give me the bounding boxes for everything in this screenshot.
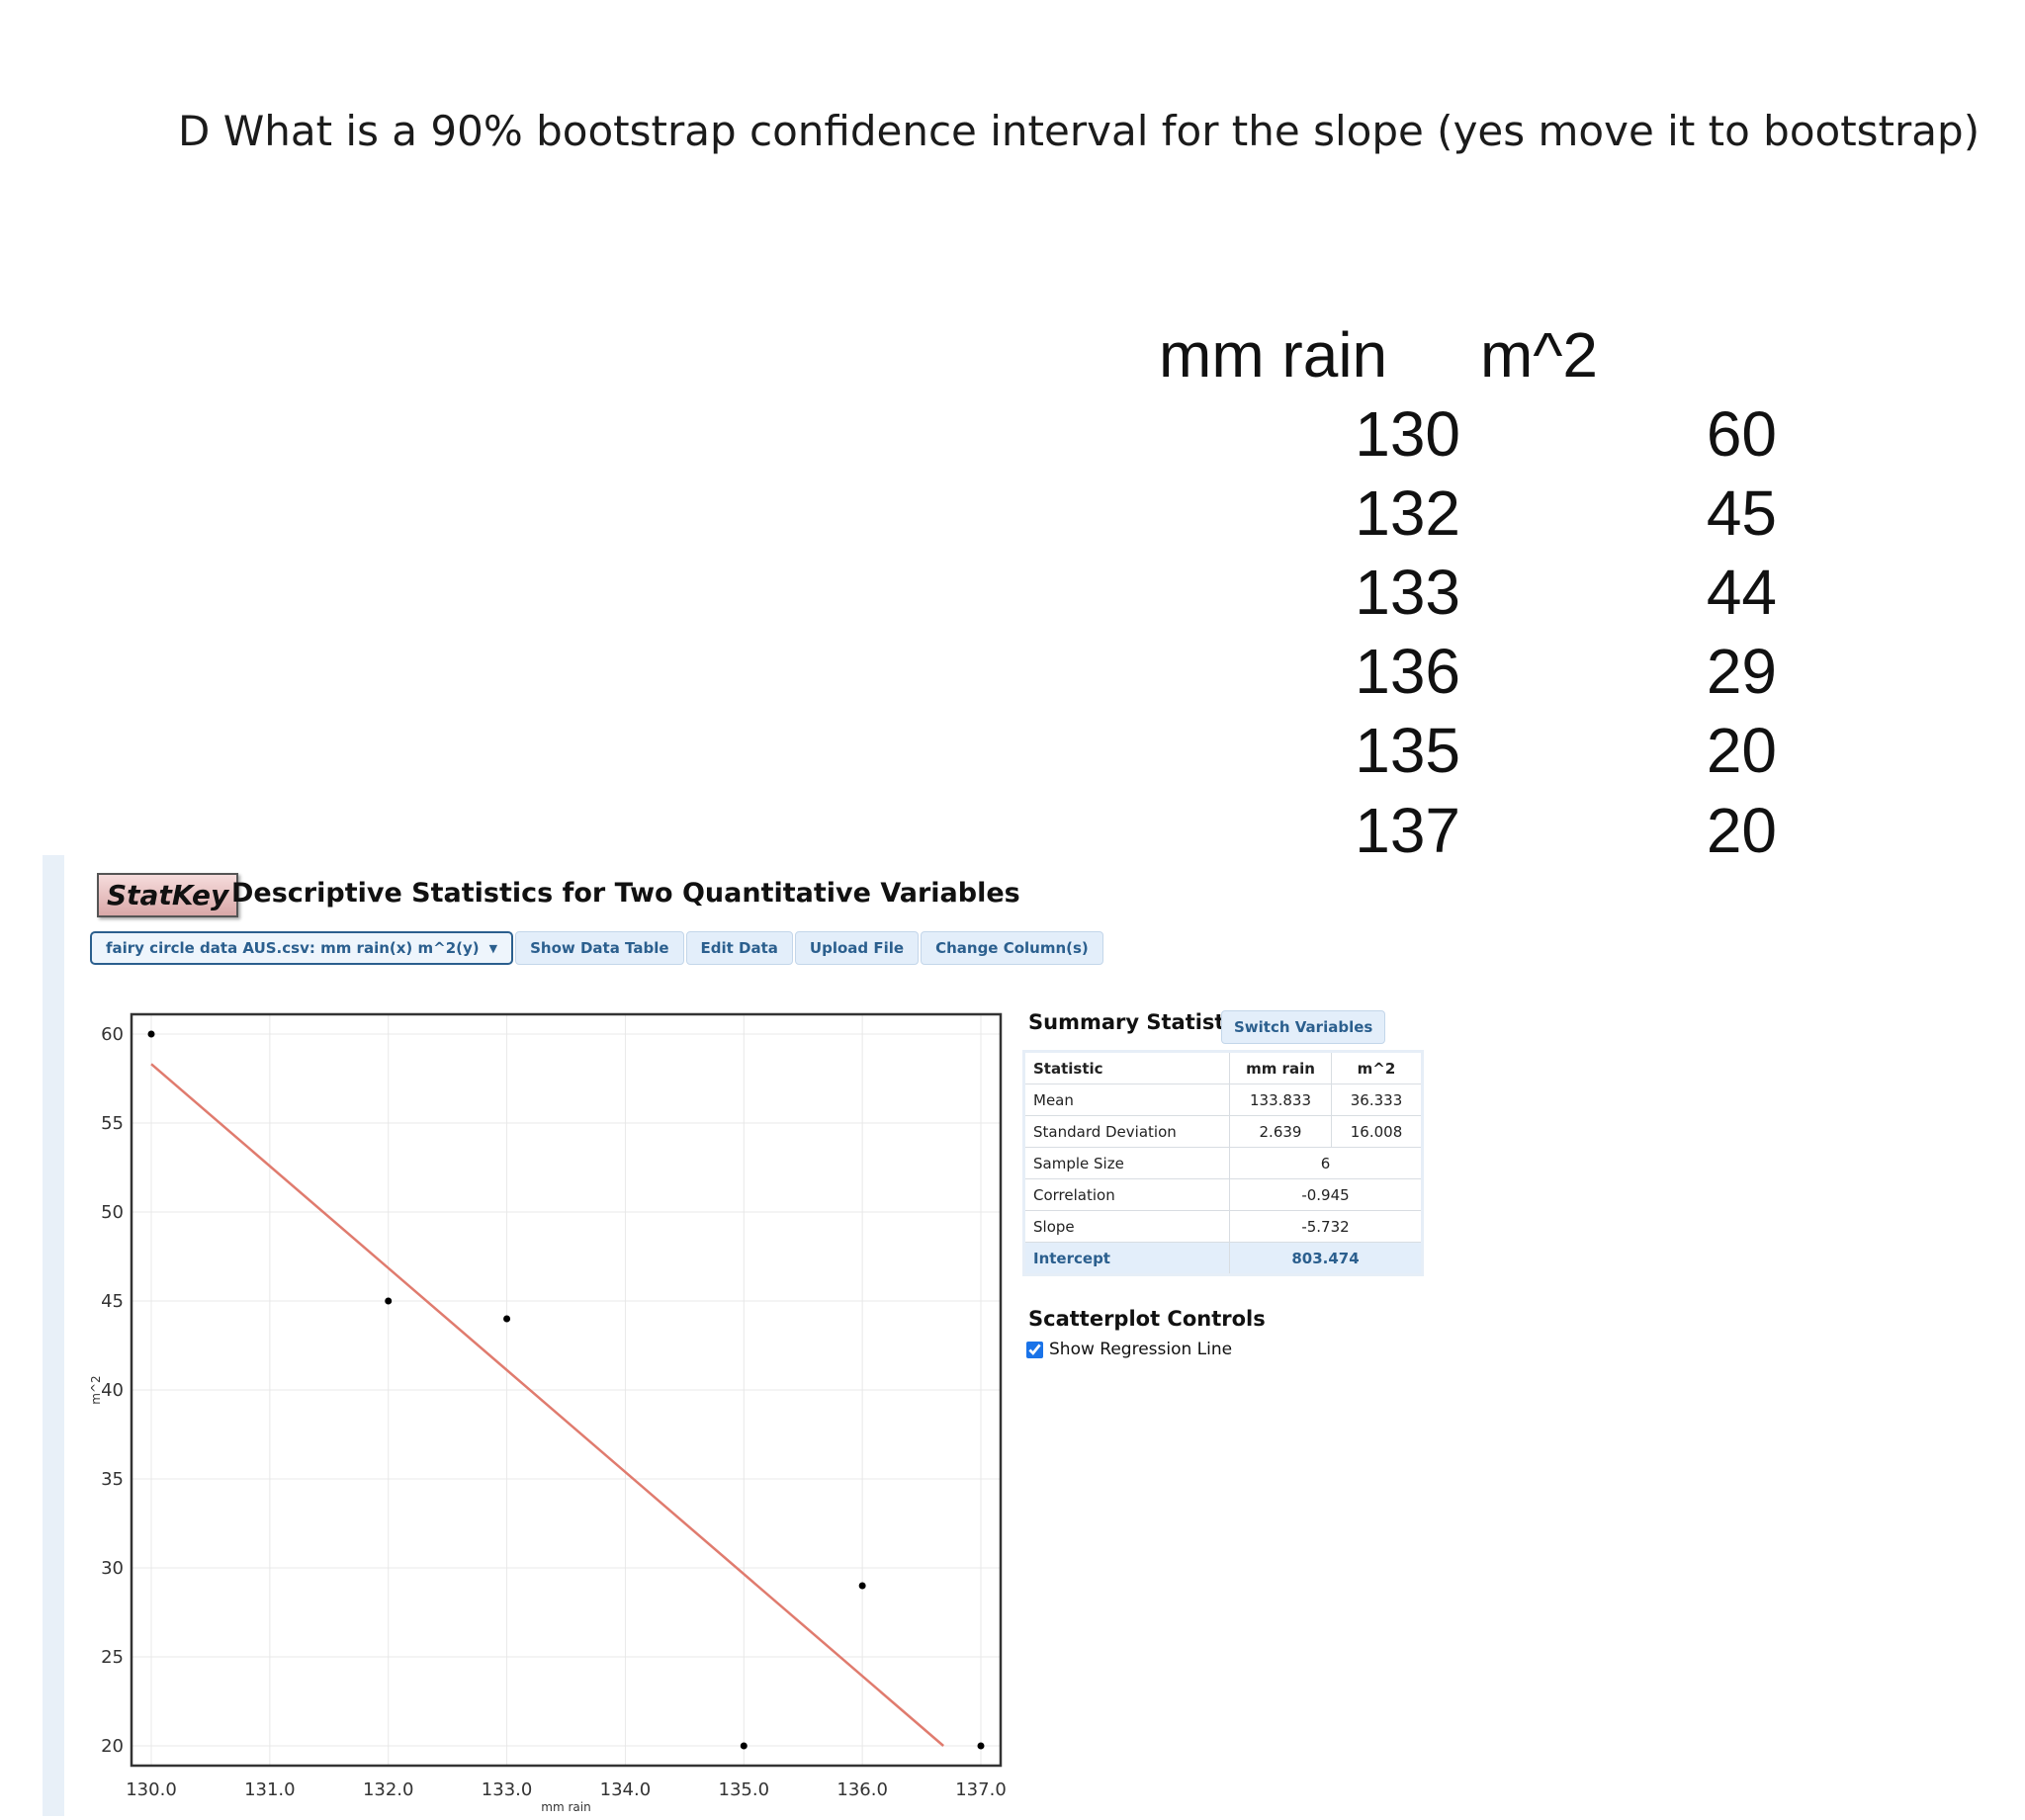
dataset-select-label: fairy circle data AUS.csv: mm rain(x) m^… [106, 939, 480, 957]
x-tick-label: 135.0 [719, 1779, 770, 1800]
table-row-selected[interactable]: Intercept 803.474 [1023, 1242, 1423, 1275]
intercept-value: 803.474 [1229, 1242, 1423, 1275]
edit-data-button[interactable]: Edit Data [685, 931, 793, 965]
row-label-sd: Standard Deviation [1023, 1115, 1230, 1148]
upload-file-button[interactable]: Upload File [794, 931, 920, 965]
table-row: Correlation -0.945 [1023, 1178, 1423, 1211]
data-cell-mm-rain: 135 [1355, 715, 1460, 786]
show-regression-line-checkbox[interactable] [1026, 1341, 1043, 1358]
plot-frame [130, 1012, 1003, 1768]
x-tick-label: 134.0 [600, 1779, 652, 1800]
table-row: Slope -5.732 [1023, 1210, 1423, 1243]
y-tick-label: 35 [101, 1469, 124, 1490]
chevron-down-icon: ▼ [488, 941, 498, 955]
col-header-m2: m^2 [1480, 319, 1598, 390]
y-tick-label: 40 [101, 1380, 124, 1401]
sd-mm-rain: 2.639 [1229, 1115, 1332, 1148]
regression-line [150, 1063, 944, 1747]
show-regression-line-control[interactable]: Show Regression Line [1026, 1340, 1232, 1359]
switch-variables-button[interactable]: Switch Variables [1221, 1010, 1386, 1044]
data-cell-m2: 44 [1706, 557, 1777, 628]
slope-value: -5.732 [1229, 1210, 1423, 1243]
data-point [858, 1582, 866, 1590]
statkey-logo: StatKey [97, 873, 239, 917]
data-cell-mm-rain: 136 [1355, 636, 1460, 707]
data-point [385, 1297, 393, 1305]
data-cell-m2: 20 [1706, 795, 1777, 866]
data-point [147, 1030, 155, 1038]
statkey-toolbar: fairy circle data AUS.csv: mm rain(x) m^… [90, 931, 1103, 965]
data-cell-mm-rain: 130 [1355, 398, 1460, 470]
mean-m2: 36.333 [1331, 1083, 1423, 1116]
sd-m2: 16.008 [1331, 1115, 1423, 1148]
data-cell-m2: 29 [1706, 636, 1777, 707]
x-tick-label: 132.0 [363, 1779, 414, 1800]
change-columns-button[interactable]: Change Column(s) [921, 931, 1103, 965]
row-label-correlation: Correlation [1023, 1178, 1230, 1211]
y-tick-label: 25 [101, 1647, 124, 1668]
data-cell-mm-rain: 132 [1355, 477, 1460, 549]
row-label-intercept: Intercept [1023, 1242, 1230, 1275]
header-mm-rain: mm rain [1229, 1051, 1332, 1084]
show-regression-line-label: Show Regression Line [1049, 1340, 1233, 1359]
table-row: Mean 133.833 36.333 [1023, 1083, 1423, 1116]
mean-mm-rain: 133.833 [1229, 1083, 1332, 1116]
y-tick-label: 30 [101, 1558, 124, 1579]
scatterplot-controls-title: Scatterplot Controls [1028, 1307, 1266, 1331]
question-text: D What is a 90% bootstrap confidence int… [178, 107, 1981, 155]
header-statistic: Statistic [1023, 1051, 1230, 1084]
y-tick-label: 50 [101, 1202, 124, 1223]
x-axis-label: mm rain [541, 1800, 590, 1814]
x-tick-label: 133.0 [482, 1779, 533, 1800]
table-row: Sample Size 6 [1023, 1147, 1423, 1179]
x-tick-label: 136.0 [836, 1779, 888, 1800]
data-cell-mm-rain: 137 [1355, 795, 1460, 866]
scatterplot: 130.0 131.0 132.0 133.0 134.0 135.0 136.0 137.0… [89, 1012, 1007, 1814]
y-axis-label: m^2 [89, 1375, 103, 1404]
col-header-mm-rain: mm rain [1159, 319, 1388, 390]
x-tick-label: 130.0 [126, 1779, 177, 1800]
x-tick-label: 131.0 [244, 1779, 296, 1800]
summary-statistics-title: Summary Statistics [1028, 1010, 1257, 1034]
x-tick-label: 137.0 [955, 1779, 1007, 1800]
summary-statistics-table: Statistic mm rain m^2 Mean 133.833 36.33… [1022, 1050, 1424, 1276]
data-point [977, 1742, 985, 1750]
sample-size-value: 6 [1229, 1147, 1423, 1179]
statkey-sidebar [43, 855, 64, 1816]
show-data-table-button[interactable]: Show Data Table [515, 931, 684, 965]
y-tick-label: 20 [101, 1736, 124, 1757]
table-row: Standard Deviation 2.639 16.008 [1023, 1115, 1423, 1148]
dataset-select[interactable]: fairy circle data AUS.csv: mm rain(x) m^… [90, 931, 514, 965]
table-header-row: Statistic mm rain m^2 [1023, 1051, 1423, 1084]
row-label-mean: Mean [1023, 1083, 1230, 1116]
y-tick-label: 45 [101, 1291, 124, 1312]
page-title: Descriptive Statistics for Two Quantitat… [231, 878, 1020, 909]
data-cell-m2: 45 [1706, 477, 1777, 549]
y-tick-label: 55 [101, 1113, 124, 1134]
data-point [503, 1315, 511, 1323]
data-cell-mm-rain: 133 [1355, 557, 1460, 628]
row-label-sample-size: Sample Size [1023, 1147, 1230, 1179]
correlation-value: -0.945 [1229, 1178, 1423, 1211]
header-m2: m^2 [1331, 1051, 1423, 1084]
row-label-slope: Slope [1023, 1210, 1230, 1243]
data-cell-m2: 60 [1706, 398, 1777, 470]
data-cell-m2: 20 [1706, 715, 1777, 786]
y-tick-label: 60 [101, 1024, 124, 1045]
data-point [740, 1742, 748, 1750]
